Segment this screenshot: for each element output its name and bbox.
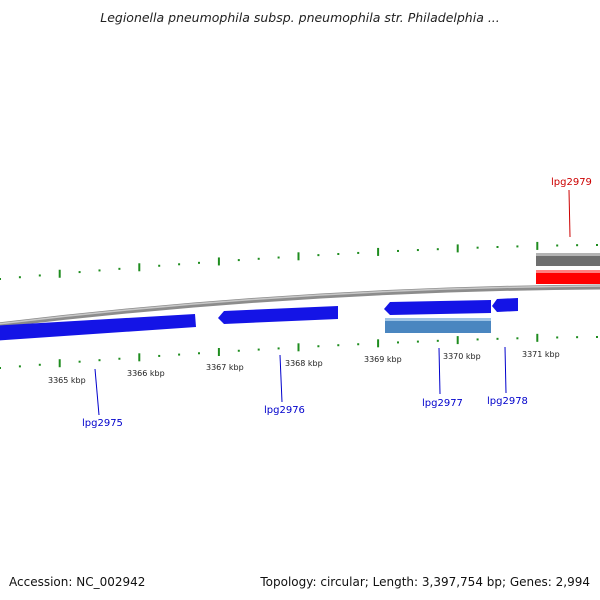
leader-line-lpg2979 xyxy=(568,189,571,238)
gene-lpg2977-reverse-highlight xyxy=(385,318,491,321)
gene-label-lpg2975[interactable]: lpg2975 xyxy=(82,418,123,429)
scale-label-3370: 3370 kbp xyxy=(443,352,481,361)
feature-lpg2979-track[interactable] xyxy=(536,253,600,266)
leader-line-lpg2977 xyxy=(438,347,441,395)
feature-lpg2979-track-highlight xyxy=(536,253,600,256)
scale-label-3366: 3366 kbp xyxy=(127,369,165,378)
gene-label-lpg2976[interactable]: lpg2976 xyxy=(264,405,305,416)
gene-lpg2979-highlight xyxy=(536,270,600,273)
leader-line-lpg2975 xyxy=(94,368,100,416)
accession-text: Accession: NC_002942 xyxy=(9,575,146,589)
gene-lpg2979[interactable] xyxy=(536,270,600,284)
map-title: Legionella pneumophila subsp. pneumophil… xyxy=(100,10,500,25)
gene-lpg2975[interactable] xyxy=(0,314,196,341)
gene-lpg2978[interactable] xyxy=(492,298,518,312)
leader-line-lpg2978 xyxy=(504,346,507,394)
scale-label-3371: 3371 kbp xyxy=(522,350,560,359)
scale-label-3367: 3367 kbp xyxy=(206,363,244,372)
leader-line-lpg2976 xyxy=(279,354,283,403)
scale-label-3368: 3368 kbp xyxy=(285,359,323,368)
genome-backbone xyxy=(0,284,600,328)
scale-label-3369: 3369 kbp xyxy=(364,355,402,364)
gene-lpg2977-reverse-track[interactable] xyxy=(385,318,491,333)
outer-tick-marks xyxy=(0,241,598,280)
gene-lpg2977[interactable] xyxy=(384,300,491,315)
inner-tick-marks xyxy=(0,333,598,369)
topology-summary-text: Topology: circular; Length: 3,397,754 bp… xyxy=(260,575,590,589)
gene-label-lpg2977[interactable]: lpg2977 xyxy=(422,398,463,409)
gene-lpg2976[interactable] xyxy=(218,306,338,324)
gene-label-lpg2978[interactable]: lpg2978 xyxy=(487,396,528,407)
genome-backbone-highlight xyxy=(0,285,600,325)
scale-label-3365: 3365 kbp xyxy=(48,376,86,385)
gene-label-lpg2979[interactable]: lpg2979 xyxy=(551,177,592,188)
